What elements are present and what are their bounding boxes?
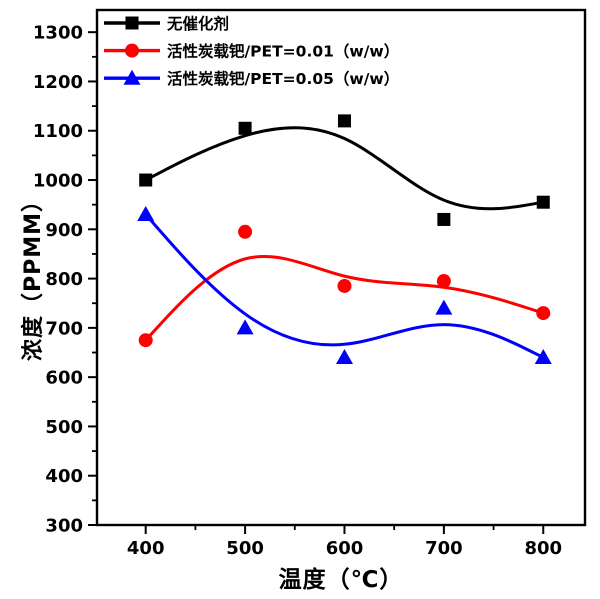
legend-marker-0: [125, 16, 139, 30]
data-point-marker-0: [337, 114, 351, 128]
series-curve-1: [144, 254, 545, 342]
data-point-marker-2: [335, 348, 353, 364]
y-axis-tick-label: 400: [45, 466, 83, 487]
y-axis-tick-label: 700: [45, 318, 83, 339]
y-axis-tick-label: 800: [45, 269, 83, 290]
x-axis-tick-label: 800: [524, 538, 562, 559]
legend-marker-1: [125, 43, 139, 58]
data-point-marker-2: [435, 299, 453, 315]
y-axis-tick-label: 500: [45, 417, 83, 438]
data-point-marker-0: [238, 121, 252, 135]
y-axis-tick-label: 1100: [33, 121, 83, 142]
data-point-marker-0: [139, 173, 153, 187]
series-curve-2: [144, 213, 545, 359]
x-axis-tick-label: 600: [326, 538, 364, 559]
data-point-marker-2: [534, 348, 552, 364]
data-point-marker-1: [436, 274, 451, 289]
x-axis-tick-label: 500: [226, 538, 264, 559]
plot-frame: [95, 8, 587, 527]
y-axis-tick-label: 1300: [33, 23, 83, 44]
x-axis-tick-label: 400: [127, 538, 165, 559]
data-point-marker-1: [238, 224, 253, 239]
legend-label-1: 活性炭载钯/PET=0.01（w/w）: [167, 42, 399, 61]
data-point-marker-0: [437, 212, 451, 226]
y-axis-tick-label: 600: [45, 368, 83, 389]
legend-label-2: 活性炭载钯/PET=0.05（w/w）: [167, 69, 399, 88]
data-point-marker-2: [137, 206, 155, 222]
x-axis-title: 温度（℃）: [278, 567, 404, 593]
legend-marker-2: [123, 69, 141, 85]
y-axis-tick-label: 1000: [33, 171, 83, 192]
data-point-marker-1: [337, 278, 352, 293]
data-point-marker-1: [138, 333, 153, 348]
y-axis-tick-label: 1200: [33, 72, 83, 93]
x-axis-tick-label: 700: [425, 538, 463, 559]
legend-label-0: 无催化剂: [166, 14, 229, 33]
data-point-marker-0: [536, 195, 550, 209]
data-point-marker-2: [236, 319, 254, 335]
y-axis-tick-label: 900: [45, 220, 83, 241]
y-axis-tick-label: 300: [45, 516, 83, 537]
series-curve-0: [144, 126, 545, 211]
data-point-marker-1: [536, 306, 551, 321]
y-axis-title: 浓度（PPMM）: [21, 188, 46, 362]
